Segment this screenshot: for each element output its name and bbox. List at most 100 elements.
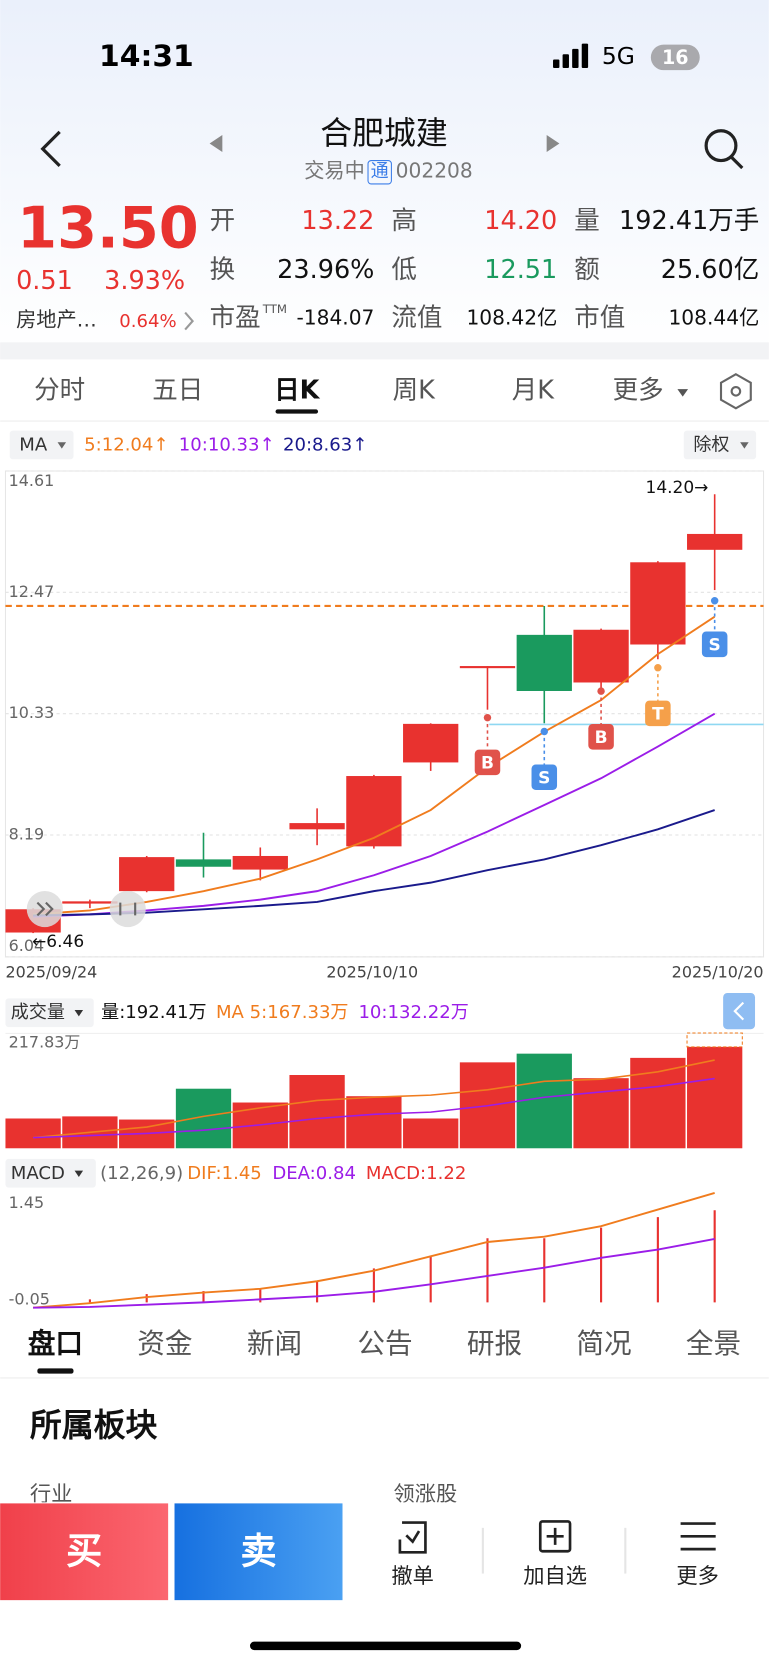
sector-arrow[interactable] — [184, 311, 195, 331]
field-value: 192.41万手 — [619, 206, 759, 236]
candle-body — [346, 776, 402, 847]
field-label: 低 — [391, 255, 417, 285]
signal-label: S — [538, 768, 550, 788]
candle-body — [459, 666, 516, 669]
bottom-tab[interactable]: 盘口 — [28, 1327, 83, 1360]
watch-icon[interactable] — [538, 1520, 572, 1553]
tab[interactable]: 分时 — [34, 375, 85, 405]
candle-body — [403, 723, 459, 763]
y-tick-label: -0.05 — [9, 1289, 50, 1308]
field-label: 市值 — [574, 303, 625, 333]
macd-legend: DIF:1.45 — [187, 1163, 262, 1184]
y-tick-label: 8.19 — [9, 824, 45, 843]
low-label: ←6.46 — [32, 932, 84, 952]
signal-dot — [483, 713, 492, 722]
bottom-tab[interactable]: 公告 — [357, 1327, 412, 1360]
more-icon[interactable] — [680, 1522, 716, 1551]
signal-badge — [474, 749, 501, 776]
tag: 通 — [371, 161, 389, 182]
signal-badge — [588, 724, 614, 750]
dropdown — [740, 442, 749, 449]
candle-body — [62, 901, 118, 904]
battery — [650, 44, 700, 71]
action-label[interactable]: 撤单 — [391, 1564, 434, 1589]
signal-dot — [540, 727, 549, 736]
field-label-sup: TTM — [262, 302, 287, 316]
field-value: -184.07 — [296, 305, 374, 329]
stock-name: 合肥城建 — [320, 114, 448, 152]
tab[interactable]: 五日 — [152, 375, 203, 405]
bottom-tab[interactable]: 新闻 — [247, 1327, 302, 1360]
signal-dot — [710, 596, 719, 605]
signal-badge — [645, 700, 671, 727]
ma-label: 10:10.33↑ — [179, 434, 275, 455]
back-button[interactable] — [40, 130, 61, 167]
volume-bar — [175, 1088, 232, 1149]
volume-ma-label: MA 5:167.33万 — [216, 1002, 349, 1023]
section-title: 所属板块 — [30, 1406, 158, 1444]
candle-body — [119, 857, 175, 892]
tab[interactable]: 日K — [274, 375, 321, 405]
action-label[interactable]: 更多 — [676, 1564, 719, 1589]
tab[interactable]: 月K — [512, 375, 556, 405]
cancel-icon[interactable] — [398, 1521, 427, 1554]
indicator: MA — [19, 434, 48, 455]
bottom-tab[interactable]: 研报 — [467, 1327, 522, 1360]
dif-line — [33, 1192, 715, 1309]
bottom-tab[interactable]: 全景 — [686, 1327, 741, 1360]
next-stock[interactable] — [546, 135, 560, 153]
search-button[interactable] — [704, 129, 744, 170]
macd-box[interactable] — [5, 1158, 96, 1188]
volume-bar — [516, 1053, 572, 1149]
signal-icon — [553, 43, 589, 69]
volume-summary: 量:192.41万 — [101, 1002, 206, 1023]
ma-line — [33, 712, 716, 918]
field-value: 14.20 — [484, 206, 557, 236]
y-tick-label: 14.61 — [9, 471, 55, 490]
macd-params: (12,26,9) — [100, 1163, 183, 1184]
bottom-tab[interactable]: 简况 — [576, 1327, 631, 1360]
sector: 房地产… — [16, 308, 97, 332]
adjust-box[interactable] — [683, 430, 757, 460]
home-indicator — [250, 1641, 522, 1651]
dea-line — [33, 1238, 715, 1309]
indicator-box[interactable] — [9, 430, 74, 460]
volume-bar — [289, 1075, 345, 1149]
adjust: 除权 — [693, 434, 729, 455]
volume-highlight — [686, 1032, 743, 1048]
float-button[interactable] — [109, 890, 146, 928]
volume-bar — [346, 1096, 402, 1149]
volume-bar — [630, 1057, 686, 1149]
time: 14:31 — [99, 39, 194, 74]
bottom-tab[interactable]: 资金 — [137, 1327, 192, 1360]
tab-underline — [275, 409, 319, 414]
ma-label: 5:12.04↑ — [84, 434, 168, 455]
header-bg — [0, 0, 769, 351]
volume-box[interactable] — [5, 998, 94, 1028]
trade-state: 交易中 — [304, 159, 365, 183]
candle-body — [573, 629, 629, 683]
y-tick-label: 1.45 — [9, 1193, 45, 1212]
field-label: 高 — [391, 206, 417, 236]
candle-body — [630, 562, 686, 645]
sell-button[interactable] — [174, 1503, 343, 1601]
volume-bar — [687, 1046, 743, 1149]
tab[interactable]: 周K — [393, 375, 437, 405]
candle-body — [175, 859, 232, 867]
field-value: 108.44亿 — [668, 305, 759, 329]
field-label: 市盈 — [210, 303, 261, 333]
signal-dot — [597, 687, 605, 695]
settings-icon[interactable] — [719, 373, 752, 410]
signal-label: S — [709, 635, 721, 655]
prev-stock[interactable] — [209, 135, 223, 153]
action-label[interactable]: 加自选 — [523, 1564, 587, 1589]
tab[interactable]: 更多 — [613, 375, 664, 405]
field-value: 108.42亿 — [466, 305, 557, 329]
buy-button[interactable] — [0, 1503, 169, 1601]
candle-body — [289, 823, 345, 830]
volume-ma-label: 10:132.22万 — [358, 1002, 468, 1023]
float-icon — [36, 901, 54, 917]
collapse-button[interactable] — [723, 993, 756, 1030]
dropdown — [74, 1010, 84, 1017]
